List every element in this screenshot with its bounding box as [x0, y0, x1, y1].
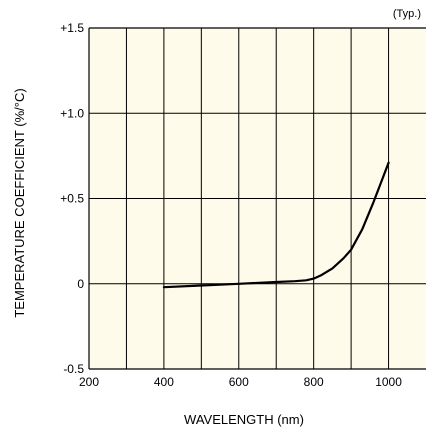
y-tick-label: +1.5 [60, 21, 84, 35]
x-tick-label: 400 [154, 375, 174, 389]
data-line-group [162, 161, 390, 289]
y-axis-title: TEMPERATURE COEFFICIENT (%/°C) [12, 88, 27, 317]
data-line-0 [162, 161, 390, 289]
y-tick-label: +0.5 [60, 192, 84, 206]
y-tick-label: 0 [77, 277, 84, 291]
x-tick-label: 1000 [375, 375, 402, 389]
grid [88, 27, 426, 370]
x-tick-label: 200 [79, 375, 99, 389]
x-axis-title: WAVELENGTH (nm) [184, 412, 304, 427]
y-tick-label: +1.0 [60, 106, 84, 120]
tick-labels: -0.5 0 +0.5 +1.0 +1.5 200 400 600 800 1000 [60, 21, 402, 389]
typical-note: (Typ.) [393, 8, 421, 20]
x-tick-label: 800 [304, 375, 324, 389]
y-tick-label: -0.5 [63, 362, 84, 376]
x-tick-label: 600 [229, 375, 249, 389]
